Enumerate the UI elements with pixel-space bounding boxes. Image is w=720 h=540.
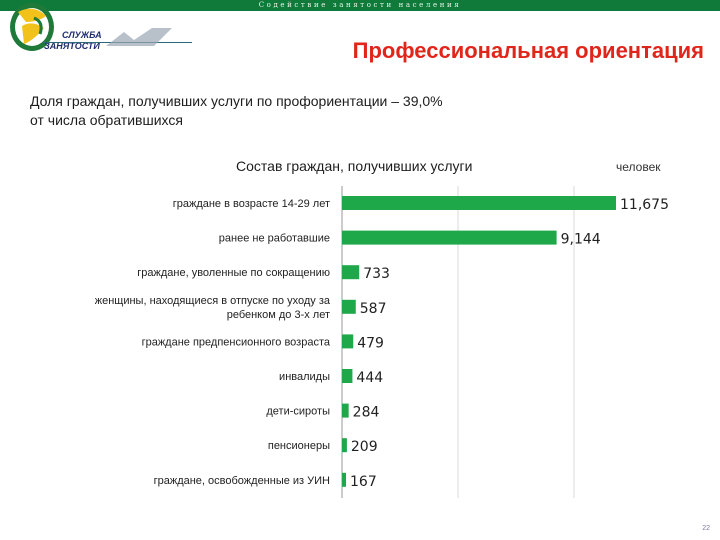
chart-units: человек [616,160,661,174]
category-label: женщины, находящиеся в отпуске по уходу … [95,295,331,321]
employment-service-logo [4,0,64,63]
page-number: 22 [702,525,710,532]
data-label: 733 [363,266,390,282]
bar [342,472,346,487]
data-label: 479 [357,335,384,351]
bar [342,265,360,280]
category-label: пенсионеры [268,440,330,452]
category-label: граждане предпенсионного возраста [142,336,331,348]
data-label: 209 [351,439,378,455]
subtitle-line1: Доля граждан, получивших услуги по профо… [30,93,443,109]
logo-arrow-icon [106,28,172,46]
bar [342,369,353,383]
page-title: Профессиональная ориентация [352,38,704,63]
category-label: ранее не работавшие [219,233,330,245]
subtitle: Доля граждан, получивших услуги по профо… [30,92,443,130]
category-label: граждане, уволенные по сокращению [137,267,330,279]
bar [342,438,347,453]
logo-emblem-icon [10,3,54,51]
data-label: 284 [353,405,380,421]
top-banner [0,0,720,11]
data-label: 444 [356,370,383,386]
header-slogan: Содействие занятости населения [258,1,462,9]
data-label: 167 [350,474,377,490]
category-label: граждане в возрасте 14-29 лет [173,198,330,210]
category-label: дети-сироты [266,406,330,418]
bar [342,334,354,349]
category-label: граждане, освобожденные из УИН [154,475,330,487]
bar [342,196,616,210]
logo-line2: ЗАНЯТОСТИ [44,41,100,51]
chart-title: Состав граждан, получивших услуги [236,158,473,174]
data-label: 9,144 [561,232,601,248]
bar [342,299,356,314]
bar [342,230,557,245]
category-label: инвалиды [279,371,330,383]
subtitle-line2: от числа обратившихся [30,112,183,128]
bar [342,403,349,418]
logo-line1: СЛУЖБА [62,30,102,40]
data-label: 11,675 [620,197,669,213]
data-label: 587 [360,301,387,317]
